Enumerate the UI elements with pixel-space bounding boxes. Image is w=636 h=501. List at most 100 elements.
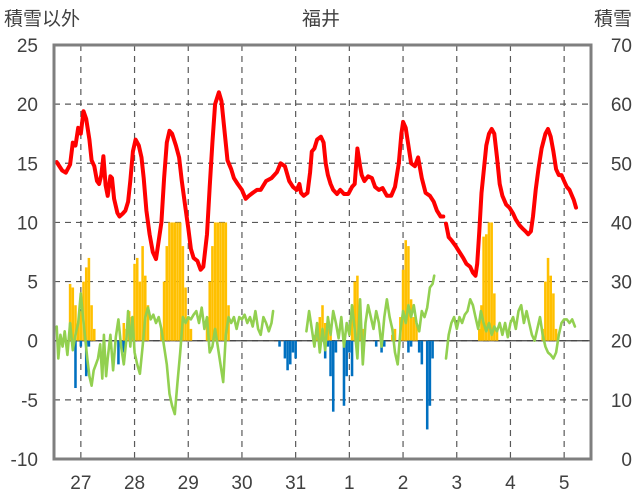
- negative-bar: [417, 340, 421, 353]
- right-tick-label: 20: [611, 332, 632, 353]
- left-tick-label: 5: [27, 273, 38, 294]
- x-tick-label: 28: [124, 473, 145, 494]
- negative-bar: [420, 340, 424, 365]
- right-tick-label: 70: [611, 36, 632, 57]
- x-tick-label: 31: [285, 473, 306, 494]
- right-tick-label: 40: [611, 213, 632, 234]
- precip-bar: [480, 305, 483, 341]
- chart-title: 福井: [302, 8, 340, 30]
- negative-bar: [382, 340, 386, 347]
- negative-bar: [334, 340, 338, 353]
- line-layer: [54, 90, 578, 416]
- precip-bar: [490, 222, 493, 341]
- negative-bar: [407, 340, 410, 353]
- precip-bar: [176, 222, 179, 341]
- temperature-line: [305, 274, 436, 366]
- negative-bar: [74, 340, 77, 389]
- precip-bar: [181, 246, 185, 341]
- precip-bar: [68, 283, 72, 341]
- left-tick-label: 25: [17, 36, 38, 57]
- negative-bar: [289, 340, 292, 365]
- left-tick-label: -10: [11, 450, 38, 471]
- precip-bar: [219, 222, 222, 341]
- left-tick-label: 0: [27, 332, 38, 353]
- negative-bar: [117, 340, 120, 365]
- precip-bar: [318, 317, 322, 341]
- x-tick-label: 4: [505, 473, 516, 494]
- precip-bar: [409, 299, 413, 341]
- negative-bar: [294, 340, 297, 359]
- precip-bar: [401, 269, 405, 341]
- precip-bar: [71, 287, 75, 341]
- right-tick-label: 50: [611, 154, 632, 175]
- precip-bar: [168, 222, 171, 341]
- temperature-line: [55, 292, 275, 416]
- left-axis-label: 積雪以外: [4, 8, 80, 30]
- left-tick-label: 10: [17, 213, 38, 234]
- negative-bar: [350, 340, 354, 377]
- plot-frame: [52, 43, 593, 461]
- precip-bar: [76, 322, 80, 341]
- precip-bar: [189, 328, 193, 341]
- snow-depth-line: [444, 127, 578, 278]
- x-tick-label: 5: [559, 473, 570, 494]
- negative-bar: [122, 340, 126, 353]
- precip-bar: [170, 222, 174, 341]
- negative-bar: [326, 340, 330, 347]
- precip-bar: [165, 246, 169, 341]
- precip-bar: [133, 263, 136, 341]
- precip-bar: [554, 328, 558, 341]
- precip-bar: [224, 222, 228, 341]
- precip-bar: [90, 305, 93, 341]
- x-tick-label: 29: [178, 473, 199, 494]
- left-tick-label: -5: [21, 391, 38, 412]
- precip-bar: [350, 317, 354, 341]
- right-tick-label: 30: [611, 273, 632, 294]
- precip-bar: [84, 267, 88, 341]
- precip-bar: [208, 281, 212, 341]
- precip-bar: [135, 257, 139, 341]
- negative-bar: [425, 340, 429, 430]
- precip-bar: [87, 257, 91, 341]
- negative-bar: [374, 340, 378, 347]
- negative-bar: [409, 340, 413, 347]
- negative-bar: [428, 340, 432, 406]
- precip-bar: [92, 328, 96, 341]
- precip-bar: [321, 305, 324, 341]
- precip-bar: [495, 328, 499, 341]
- negative-bar: [329, 340, 332, 377]
- right-axis-label: 積雪: [594, 8, 632, 30]
- negative-bar: [331, 340, 335, 412]
- precip-bar: [482, 236, 485, 341]
- negative-bar: [348, 340, 351, 353]
- x-tick-label: 2: [398, 473, 409, 494]
- grid-layer: [54, 45, 591, 459]
- precip-bar: [546, 257, 550, 341]
- right-tick-label: 60: [611, 95, 632, 116]
- precip-bar: [141, 246, 144, 341]
- precip-bar: [404, 240, 408, 341]
- negative-bar: [345, 340, 348, 377]
- precip-bar: [544, 281, 547, 341]
- negative-bar: [283, 340, 287, 359]
- negative-bar: [291, 340, 295, 353]
- precip-bar: [211, 246, 214, 341]
- precip-bar: [407, 246, 410, 341]
- precip-bar: [552, 293, 555, 341]
- precip-bar: [79, 311, 83, 341]
- precip-bar: [74, 305, 77, 341]
- precip-bar: [353, 281, 356, 341]
- precip-bar: [412, 317, 416, 341]
- precip-bar: [162, 281, 166, 341]
- precip-bar: [487, 222, 491, 341]
- negative-bar: [87, 340, 91, 347]
- negative-bar: [342, 340, 346, 406]
- precip-bar: [549, 275, 553, 341]
- precip-bar: [146, 305, 150, 341]
- precip-bar: [356, 275, 359, 341]
- precip-bar: [184, 287, 187, 341]
- x-tick-label: 27: [70, 473, 91, 494]
- precip-bar: [221, 222, 225, 341]
- precip-bar: [393, 328, 397, 341]
